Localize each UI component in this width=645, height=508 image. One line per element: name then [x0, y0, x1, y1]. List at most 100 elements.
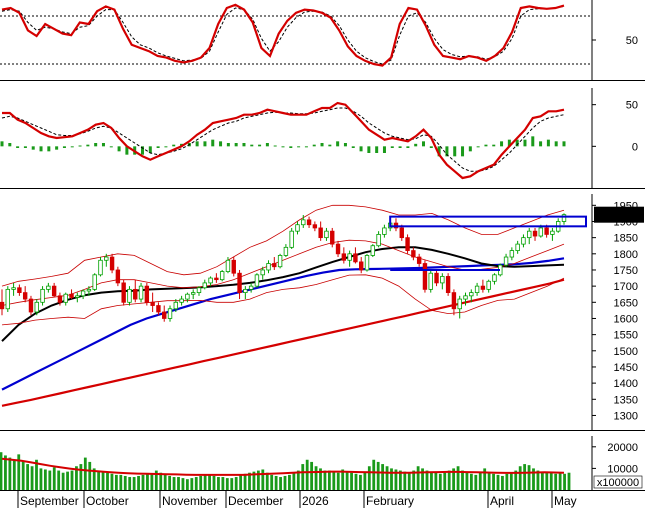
- volume-bar: [199, 475, 203, 490]
- histogram-bar: [219, 141, 223, 147]
- volume-bar: [57, 470, 61, 490]
- histogram-bar: [125, 146, 129, 155]
- histogram-bar: [8, 143, 12, 147]
- candle-body: [353, 253, 358, 263]
- volume-bar: [39, 468, 43, 490]
- candle-body: [80, 290, 86, 297]
- candle-body: [312, 224, 318, 229]
- oscillator-2-tick-label: 50: [626, 100, 638, 112]
- volume-bar: [367, 466, 371, 490]
- candle-body: [503, 256, 509, 266]
- histogram-bar: [39, 146, 43, 152]
- candle-body: [440, 276, 445, 284]
- volume-bar: [345, 471, 349, 490]
- volume-bar: [110, 473, 114, 490]
- oscillator-line: [1, 3, 565, 67]
- volume-bar: [545, 471, 549, 490]
- candle-body: [144, 285, 150, 303]
- candle-body: [515, 243, 520, 251]
- histogram-bar: [445, 146, 449, 157]
- candle-body: [138, 285, 144, 300]
- candle-body: [109, 256, 115, 271]
- volume-bar: [354, 473, 358, 490]
- candle-body: [411, 250, 416, 258]
- candle-body: [121, 282, 126, 303]
- candle-body: [260, 269, 265, 276]
- price-tick-label: 1300: [614, 410, 638, 422]
- volume-bar: [461, 470, 464, 490]
- candle-body: [266, 263, 271, 271]
- histogram-bar: [148, 146, 152, 153]
- candle-body: [544, 227, 549, 235]
- candle-body: [98, 259, 103, 276]
- candle-body: [196, 287, 202, 294]
- volume-bar: [327, 470, 331, 490]
- candle-body: [370, 245, 376, 256]
- volume-bar: [265, 472, 269, 490]
- oscillator-2-tick-label: 0: [632, 141, 638, 153]
- volume-bar: [270, 474, 274, 490]
- volume-bar: [190, 478, 194, 490]
- histogram-bar: [562, 141, 566, 147]
- volume-bar: [75, 466, 78, 490]
- histogram-bar: [70, 146, 74, 148]
- histogram-bar: [382, 146, 386, 153]
- histogram-bar: [242, 143, 246, 147]
- histogram-bar: [86, 144, 90, 147]
- macd-line: [2, 101, 565, 180]
- candle-body: [185, 293, 190, 300]
- volume-bar: [66, 471, 69, 490]
- candle-body: [469, 292, 474, 297]
- volume-bar: [341, 469, 345, 490]
- volume-bar: [106, 472, 109, 490]
- candle-body: [364, 255, 370, 271]
- histogram-bar: [375, 146, 379, 153]
- volume-bar: [159, 472, 163, 490]
- volume-bar: [177, 477, 180, 490]
- volume-bar: [394, 469, 398, 490]
- month-label: September: [20, 494, 79, 508]
- volume-bar: [319, 468, 322, 490]
- volume-bar: [407, 472, 411, 490]
- volume-bar: [221, 477, 225, 490]
- histogram-bar: [312, 144, 316, 147]
- month-label: December: [228, 494, 283, 508]
- candle-body: [237, 272, 242, 294]
- resistance-box: [389, 215, 588, 228]
- candle-body: [46, 285, 51, 290]
- volume-bar: [549, 472, 553, 490]
- volume-bar: [137, 475, 140, 490]
- histogram-bar: [234, 143, 238, 147]
- volume-bar: [243, 473, 247, 490]
- candle-body: [115, 269, 121, 284]
- x-axis: September October November December 2026 Febr…: [17, 490, 577, 508]
- histogram-bar: [531, 136, 535, 147]
- candle-body: [0, 301, 5, 310]
- volume-bar: [390, 468, 393, 490]
- volume-bar: [92, 468, 96, 490]
- volume-bar: [501, 475, 504, 490]
- candle-body: [86, 288, 92, 292]
- candle-body: [295, 224, 300, 232]
- volume-bar: [261, 469, 265, 490]
- volume-bar: [88, 461, 92, 490]
- volume-bar: [217, 477, 220, 490]
- volume-bar: [456, 466, 460, 490]
- volume-bar: [79, 464, 83, 490]
- histogram-bar: [414, 143, 418, 147]
- histogram-bar: [320, 143, 324, 147]
- volume-bar: [487, 472, 491, 490]
- volume-bar: [447, 470, 451, 490]
- candle-body: [376, 234, 381, 247]
- candle-body: [127, 288, 132, 303]
- volume-bar: [350, 472, 353, 490]
- candle-body: [57, 295, 63, 303]
- candle-body: [133, 288, 138, 300]
- candle-body: [40, 288, 45, 303]
- candle-body: [289, 230, 294, 248]
- volume-bar: [416, 466, 420, 490]
- histogram-bar: [297, 146, 301, 148]
- candle-body: [173, 301, 179, 310]
- histogram-bar: [203, 141, 207, 147]
- histogram-bar: [437, 146, 441, 157]
